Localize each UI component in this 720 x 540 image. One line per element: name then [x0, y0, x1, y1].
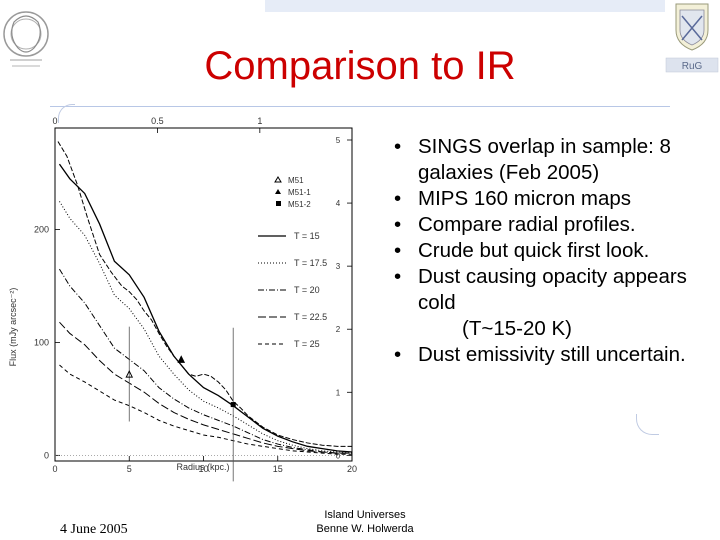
top-tick-label: 0.5	[151, 116, 164, 126]
decorative-corner-curve	[636, 414, 659, 435]
decorative-corner-curve	[58, 104, 75, 123]
bullet-text: Dust emissivity still uncertain.	[418, 343, 686, 366]
slide-title: Comparison to IR	[204, 44, 516, 88]
x-tick-label: 10	[198, 464, 208, 474]
legend-label: T = 20	[294, 285, 320, 295]
right-tick-label: 4	[336, 199, 341, 208]
legend-marker	[274, 176, 282, 183]
right-tick-label: 1	[336, 388, 341, 397]
series-line-0	[58, 163, 353, 453]
legend-label: T = 22.5	[294, 312, 327, 322]
data-point	[230, 402, 236, 408]
legend-label: M51	[288, 176, 304, 185]
legend-marker	[275, 189, 281, 194]
x-tick-label: 15	[273, 464, 283, 474]
series-line-3	[59, 321, 352, 454]
data-point	[125, 369, 134, 378]
legend-marker	[276, 201, 281, 206]
bullet-text: Crude but quick first look.	[418, 239, 650, 262]
bullet-item: MIPS 160 micron maps	[388, 186, 718, 212]
series-line-4	[59, 364, 352, 455]
x-tick-label: 0	[52, 464, 57, 474]
sdss-seal-logo	[3, 11, 49, 67]
bullet-list: SINGS overlap in sample: 8 galaxies (Feb…	[388, 134, 718, 368]
legend-label: T = 15	[294, 231, 320, 241]
bullet-item: SINGS overlap in sample: 8 galaxies (Feb…	[388, 134, 718, 186]
bullet-text: Compare radial profiles.	[418, 213, 636, 236]
bullet-item: Dust emissivity still uncertain.	[388, 342, 718, 368]
y-tick-label: 200	[34, 225, 49, 235]
right-tick-label: 3	[336, 262, 341, 271]
bullet-text: SINGS overlap in sample: 8 galaxies (Feb…	[418, 135, 671, 184]
bullet-item: Compare radial profiles.	[388, 212, 718, 238]
data-point	[177, 355, 186, 363]
x-tick-label: 5	[127, 464, 132, 474]
series-line-2	[59, 268, 352, 454]
right-tick-label: 2	[336, 325, 341, 334]
y-axis-label: Flux (mJy arcsec⁻²)	[8, 288, 18, 367]
bullet-item: Dust causing opacity appears cold (T~15-2…	[388, 264, 718, 342]
x-tick-label: 20	[347, 464, 357, 474]
x-axis-label: Radius (kpc.)	[176, 462, 229, 472]
title-underline	[50, 106, 670, 107]
right-tick-label: 5	[336, 136, 341, 145]
top-accent-bar	[265, 0, 665, 12]
bullet-text: Dust causing opacity appears cold	[418, 265, 687, 314]
legend-label: M51-2	[288, 200, 311, 209]
right-tick-label: 0	[336, 451, 341, 460]
bullet-item: Crude but quick first look.	[388, 238, 718, 264]
bullet-text-extra: (T~15-20 K)	[462, 317, 572, 340]
rug-logo-text: RuG	[682, 61, 703, 72]
y-tick-label: 100	[34, 337, 49, 347]
bullet-text: MIPS 160 micron maps	[418, 187, 632, 210]
legend-label: T = 17.5	[294, 258, 327, 268]
footer-center-line2: Benne W. Holwerda	[316, 523, 414, 535]
rug-crest-logo: RuG	[665, 3, 719, 73]
top-tick-label: 0	[52, 116, 57, 126]
footer-center-line1: Island Universes	[324, 509, 406, 521]
top-tick-label: 1	[257, 116, 262, 126]
y-tick-label: 0	[44, 450, 49, 460]
legend-label: T = 25	[294, 339, 320, 349]
footer-center: Island Universes Benne W. Holwerda	[300, 508, 430, 536]
legend-label: M51-1	[288, 188, 311, 197]
extinction-profile-curve	[57, 141, 352, 447]
series-line-1	[59, 201, 353, 454]
footer-date: 4 June 2005	[60, 522, 128, 537]
